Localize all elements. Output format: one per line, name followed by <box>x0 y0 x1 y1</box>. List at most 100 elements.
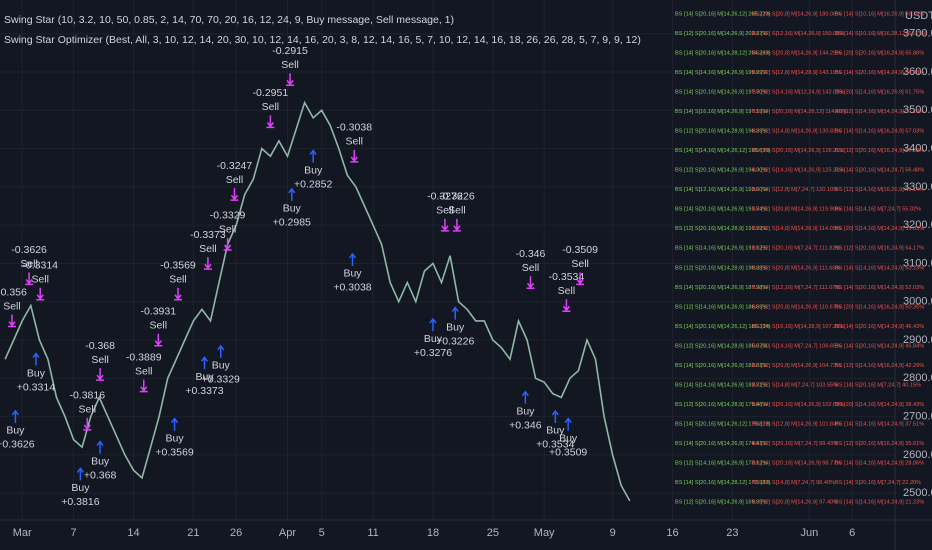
optimizer-cell: BS [20] S[14,16] M[16,26,9] 61.75% <box>835 89 924 95</box>
buy-arrow <box>32 352 40 366</box>
optimizer-cell: BS [14] S[12,16] M[14,26,9] 193.60% <box>675 187 767 193</box>
x-tick-label: 23 <box>726 527 738 539</box>
signal-side: Buy <box>166 432 185 444</box>
optimizer-cell: BS [20] S[14,16] M[14,24,9] 55.03% <box>835 226 924 232</box>
signal-pnl: -0.3247 <box>217 160 253 172</box>
signal-pnl: -0.3373 <box>190 229 226 241</box>
optimizer-cell: BS [12] S[12,16] M[14,26,9] 150.00% <box>752 31 844 37</box>
optimizer-cell: BS [14] S[14,16] M[14,26,9] 199.29% <box>675 70 767 76</box>
sell-arrow <box>576 272 585 286</box>
x-tick-label: 5 <box>319 527 325 539</box>
optimizer-cell: BS [12] S[20,8] M[14,26,9] 111.60% <box>752 265 840 271</box>
indicator-line: Swing Star Optimizer (Best, All, 3, 10, … <box>4 34 641 46</box>
x-tick-label: 7 <box>71 527 77 539</box>
buy-arrow <box>76 467 85 481</box>
optimizer-cell: BS [14] S[20,16] M[14,26,9] 191.74% <box>675 207 767 213</box>
optimizer-cell: BS [12] S[20,8] M[14,26,9] 119.90% <box>752 207 841 213</box>
currency-label: USDT <box>905 10 932 22</box>
optimizer-cell: BS [14] S[20,16] M[7,24,7] 22.20% <box>835 480 921 486</box>
y-tick-label: 3500.00 <box>903 104 932 116</box>
optimizer-cell: BS [14] S[14,16] M[14,26,9] 191.12% <box>675 246 767 252</box>
optimizer-cell: BS [14] S[20,16] M[7,24,7] 40.15% <box>835 382 921 388</box>
optimizer-cell: BS [12] S[20,16] M[14,28,9] 190.28% <box>675 265 767 271</box>
signal-pnl: +0.3038 <box>333 282 371 294</box>
optimizer-cell: BS [12] S[20,8] M[14,26,9] 104.73% <box>752 363 841 369</box>
signal-pnl: +0.3626 <box>0 439 35 451</box>
optimizer-cell: BS [12] S[20,8] M[14,26,9] 110.67% <box>752 304 841 310</box>
sell-arrow <box>25 272 34 286</box>
signal-side: Buy <box>6 425 25 437</box>
sell-arrow <box>139 379 148 393</box>
optimizer-cell: BS [14] S[20,16] M[14,24,9] 52.03% <box>835 285 924 291</box>
optimizer-cell: BS [14] S[20,16] M[14,24,7] 56.48% <box>835 168 924 174</box>
optimizer-cell: BS [14] S[14,16] M[14,24,9] 37.51% <box>835 422 924 428</box>
optimizer-cell: BS [14] S[14,16] M[14,26,12] 195.63% <box>675 148 770 154</box>
buy-arrow <box>309 149 317 163</box>
buy-arrow <box>429 317 437 332</box>
optimizer-cell: BS [12] S[20,8] M[14,26,9] 97.40% <box>752 500 838 506</box>
optimizer-cell: BS [12] S[14,8] M[14,28,9] 114.05% <box>752 226 841 232</box>
optimizer-cell: BS [12] S[20,16] M[14,28,9] 179.46% <box>675 402 767 408</box>
optimizer-cell: BS [12] S[14,16] M[16,24,9] 42.29% <box>835 363 924 369</box>
buy-arrow <box>451 306 459 320</box>
signal-side: Sell <box>281 59 299 71</box>
optimizer-cell: BS [12] S[14,8] M[7,24,7] 103.55% <box>752 382 838 388</box>
signal-pnl: +0.2852 <box>294 178 332 190</box>
optimizer-cell: BS [12] S[14,16] M[14,26,9] 173.12% <box>675 461 767 467</box>
sell-arrow <box>173 287 182 301</box>
signal-side: Buy <box>91 455 110 467</box>
signal-pnl: -0.3889 <box>126 351 162 363</box>
optimizer-cell: BS [14] S[20,16] M[14,26,12] 176.81% <box>675 422 770 428</box>
signal-side: Sell <box>436 205 454 217</box>
signal-pnl: -0.2951 <box>253 87 289 99</box>
optimizer-cell: BS [12] S[20,16] M[14,26,9] 169.35% <box>675 500 767 506</box>
optimizer-cell: BS [14] S[20,16] M[14,26,9] 98.77% <box>752 461 841 467</box>
signal-pnl: +0.3329 <box>202 374 240 386</box>
signal-pnl: -0.3569 <box>160 260 196 272</box>
signal-side: Sell <box>31 274 49 286</box>
x-tick-label: 6 <box>849 527 855 539</box>
signal-side: Sell <box>226 174 244 186</box>
optimizer-cell: BS [14] S[10,16] M[16,26,9] 66.75% <box>835 11 924 17</box>
optimizer-cell: BS [12] S[14,16] M[16,26,9] 56.14% <box>835 187 924 193</box>
sell-arrow <box>562 299 571 312</box>
optimizer-cell: BS [12] S[20,16] M[16,24,9] 35.61% <box>835 441 924 447</box>
grid <box>0 0 895 520</box>
buy-arrow <box>170 417 179 431</box>
y-tick-label: 3300.00 <box>903 181 932 193</box>
signal-pnl: -0.3931 <box>140 305 176 317</box>
signal-side: Buy <box>195 371 214 383</box>
optimizer-cell: BS [20] S[14,16] M[14,24,9] 38.43% <box>835 402 924 408</box>
optimizer-cell: BS [12] S[20,16] M[14,28,9] 196.29% <box>675 128 767 134</box>
optimizer-cell: BS [14] S[14,16] M[14,24,9] 53.23% <box>835 265 924 271</box>
optimizer-cell: BS [14] S[20,16] M[14,26,12] 186.33% <box>675 324 770 330</box>
buy-arrow <box>348 252 357 266</box>
signal-side: Sell <box>91 354 109 366</box>
sell-arrow <box>440 218 449 232</box>
signal-side: Sell <box>571 258 589 270</box>
signal-pnl: +0.2985 <box>273 217 311 229</box>
sell-arrow <box>350 149 359 163</box>
optimizer-cell: BS [12] S[14,16] M[14,24,9] 57.14% <box>835 109 924 115</box>
optimizer-cell: BS [14] S[16,16] M[14,26,9] 197.19% <box>675 109 767 115</box>
optimizer-cell: BS [14] S[20,16] M[14,24,9] 64.43% <box>835 70 924 76</box>
x-tick-label: Jun <box>801 527 819 539</box>
sell-arrow <box>452 218 461 232</box>
x-tick-label: 9 <box>610 527 616 539</box>
y-tick-label: 3600.00 <box>903 66 932 78</box>
signal-side: Buy <box>283 203 302 215</box>
signal-pnl: +0.3569 <box>155 446 193 458</box>
signal-pnl: +0.3534 <box>536 439 574 451</box>
optimizer-cell: BS [14] S[20,16] M[14,28,12] 170.98% <box>675 480 770 486</box>
signal-pnl: -0.3509 <box>562 244 598 256</box>
x-tick-label: 14 <box>127 527 139 539</box>
signal-pnl: +0.3314 <box>17 381 55 393</box>
sell-arrow <box>203 257 212 270</box>
signal-side: Buy <box>212 360 231 372</box>
signal-side: Buy <box>546 425 565 437</box>
y-tick-label: 2900.00 <box>903 334 932 346</box>
signal-side: Buy <box>71 482 90 494</box>
optimizer-cell: BS [14] S[20,16] M[14,26,9] 187.98% <box>675 285 767 291</box>
